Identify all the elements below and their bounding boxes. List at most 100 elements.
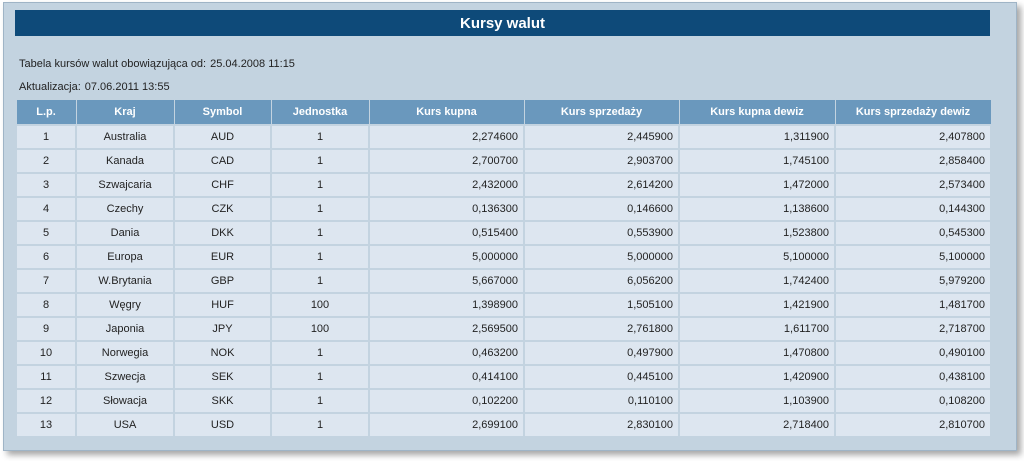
buy-rate-foreign-cell: 5,100000 bbox=[678, 244, 836, 270]
table-row: 13 USA USD 1 2,699100 2,830100 2,718400 2,81070… bbox=[15, 412, 992, 438]
buy-rate-foreign-cell: 1,742400 bbox=[678, 268, 836, 294]
country-cell: Norwegia bbox=[75, 340, 175, 366]
unit-cell: 1 bbox=[270, 340, 370, 366]
table-row: 1 Australia AUD 1 2,274600 2,445900 1,311900 2,… bbox=[15, 124, 992, 150]
table-header-row: L.p. Kraj Symbol Jednostka Kurs kupna Kurs sp… bbox=[15, 99, 992, 126]
sell-rate-foreign-cell: 1,481700 bbox=[834, 292, 992, 318]
table-row: 9 Japonia JPY 100 2,569500 2,761800 1,611700 2,… bbox=[15, 316, 992, 342]
buy-rate-foreign-cell: 1,138600 bbox=[678, 196, 836, 222]
country-cell: Japonia bbox=[75, 316, 175, 342]
unit-cell: 1 bbox=[270, 244, 370, 270]
country-cell: W.Brytania bbox=[75, 268, 175, 294]
sell-rate-foreign-cell: 0,490100 bbox=[834, 340, 992, 366]
column-header-country: Kraj bbox=[75, 99, 175, 126]
row-number: 2 bbox=[15, 148, 77, 174]
table-row: 4 Czechy CZK 1 0,136300 0,146600 1,138600 0,144… bbox=[15, 196, 992, 222]
table-row: 5 Dania DKK 1 0,515400 0,553900 1,523800 0,5453… bbox=[15, 220, 992, 246]
country-cell: Szwecja bbox=[75, 364, 175, 390]
symbol-cell: SEK bbox=[173, 364, 272, 390]
update-info: Aktualizacja: 07.06.2011 13:55 bbox=[19, 81, 170, 93]
sell-rate-foreign-cell: 0,438100 bbox=[834, 364, 992, 390]
row-number: 11 bbox=[15, 364, 77, 390]
unit-cell: 1 bbox=[270, 196, 370, 222]
sell-rate-cell: 2,903700 bbox=[523, 148, 680, 174]
column-header-unit: Jednostka bbox=[270, 99, 370, 126]
buy-rate-cell: 2,569500 bbox=[368, 316, 525, 342]
sell-rate-foreign-cell: 0,108200 bbox=[834, 388, 992, 414]
buy-rate-cell: 2,432000 bbox=[368, 172, 525, 198]
buy-rate-cell: 0,463200 bbox=[368, 340, 525, 366]
symbol-cell: CAD bbox=[173, 148, 272, 174]
sell-rate-cell: 0,445100 bbox=[523, 364, 680, 390]
row-number: 3 bbox=[15, 172, 77, 198]
buy-rate-cell: 0,136300 bbox=[368, 196, 525, 222]
sell-rate-foreign-cell: 2,407800 bbox=[834, 124, 992, 150]
sell-rate-cell: 6,056200 bbox=[523, 268, 680, 294]
table-row: 12 Słowacja SKK 1 0,102200 0,110100 1,103900 0,… bbox=[15, 388, 992, 414]
symbol-cell: USD bbox=[173, 412, 272, 438]
buy-rate-foreign-cell: 1,420900 bbox=[678, 364, 836, 390]
sell-rate-cell: 0,146600 bbox=[523, 196, 680, 222]
symbol-cell: CHF bbox=[173, 172, 272, 198]
buy-rate-cell: 0,102200 bbox=[368, 388, 525, 414]
table-body: 1 Australia AUD 1 2,274600 2,445900 1,311900 2,… bbox=[15, 124, 992, 438]
sell-rate-cell: 2,445900 bbox=[523, 124, 680, 150]
valid-from-value: 25.04.2008 11:15 bbox=[210, 58, 295, 70]
table-row: 10 Norwegia NOK 1 0,463200 0,497900 1,470800 0,… bbox=[15, 340, 992, 366]
sell-rate-foreign-cell: 5,100000 bbox=[834, 244, 992, 270]
table-row: 7 W.Brytania GBP 1 5,667000 6,056200 1,742400 5… bbox=[15, 268, 992, 294]
table-row: 6 Europa EUR 1 5,000000 5,000000 5,100000 5,100… bbox=[15, 244, 992, 270]
page-title: Kursy walut bbox=[15, 10, 990, 36]
column-header-lp: L.p. bbox=[15, 99, 77, 126]
country-cell: Węgry bbox=[75, 292, 175, 318]
sell-rate-foreign-cell: 0,144300 bbox=[834, 196, 992, 222]
symbol-cell: JPY bbox=[173, 316, 272, 342]
column-header-buy-rate: Kurs kupna bbox=[368, 99, 525, 126]
table-row: 8 Węgry HUF 100 1,398900 1,505100 1,421900 1,48… bbox=[15, 292, 992, 318]
country-cell: Szwajcaria bbox=[75, 172, 175, 198]
row-number: 5 bbox=[15, 220, 77, 246]
country-cell: Australia bbox=[75, 124, 175, 150]
unit-cell: 1 bbox=[270, 124, 370, 150]
sell-rate-cell: 0,553900 bbox=[523, 220, 680, 246]
column-header-symbol: Symbol bbox=[173, 99, 272, 126]
column-header-sell-rate: Kurs sprzedaży bbox=[523, 99, 680, 126]
symbol-cell: EUR bbox=[173, 244, 272, 270]
row-number: 4 bbox=[15, 196, 77, 222]
sell-rate-cell: 2,614200 bbox=[523, 172, 680, 198]
sell-rate-foreign-cell: 2,718700 bbox=[834, 316, 992, 342]
row-number: 6 bbox=[15, 244, 77, 270]
buy-rate-cell: 2,699100 bbox=[368, 412, 525, 438]
table-row: 2 Kanada CAD 1 2,700700 2,903700 1,745100 2,858… bbox=[15, 148, 992, 174]
buy-rate-foreign-cell: 1,421900 bbox=[678, 292, 836, 318]
update-label: Aktualizacja: bbox=[19, 81, 81, 93]
symbol-cell: AUD bbox=[173, 124, 272, 150]
symbol-cell: NOK bbox=[173, 340, 272, 366]
row-number: 10 bbox=[15, 340, 77, 366]
buy-rate-cell: 5,000000 bbox=[368, 244, 525, 270]
sell-rate-cell: 2,761800 bbox=[523, 316, 680, 342]
symbol-cell: DKK bbox=[173, 220, 272, 246]
buy-rate-foreign-cell: 1,311900 bbox=[678, 124, 836, 150]
country-cell: Słowacja bbox=[75, 388, 175, 414]
buy-rate-cell: 1,398900 bbox=[368, 292, 525, 318]
symbol-cell: GBP bbox=[173, 268, 272, 294]
buy-rate-foreign-cell: 1,470800 bbox=[678, 340, 836, 366]
unit-cell: 1 bbox=[270, 172, 370, 198]
unit-cell: 1 bbox=[270, 412, 370, 438]
row-number: 8 bbox=[15, 292, 77, 318]
column-header-buy-rate-foreign: Kurs kupna dewiz bbox=[678, 99, 836, 126]
unit-cell: 1 bbox=[270, 388, 370, 414]
row-number: 1 bbox=[15, 124, 77, 150]
buy-rate-foreign-cell: 1,472000 bbox=[678, 172, 836, 198]
sell-rate-cell: 5,000000 bbox=[523, 244, 680, 270]
row-number: 7 bbox=[15, 268, 77, 294]
country-cell: Kanada bbox=[75, 148, 175, 174]
unit-cell: 1 bbox=[270, 148, 370, 174]
country-cell: Dania bbox=[75, 220, 175, 246]
sell-rate-cell: 0,110100 bbox=[523, 388, 680, 414]
sell-rate-cell: 1,505100 bbox=[523, 292, 680, 318]
row-number: 12 bbox=[15, 388, 77, 414]
unit-cell: 100 bbox=[270, 316, 370, 342]
valid-from-label: Tabela kursów walut obowiązująca od: bbox=[19, 58, 207, 70]
